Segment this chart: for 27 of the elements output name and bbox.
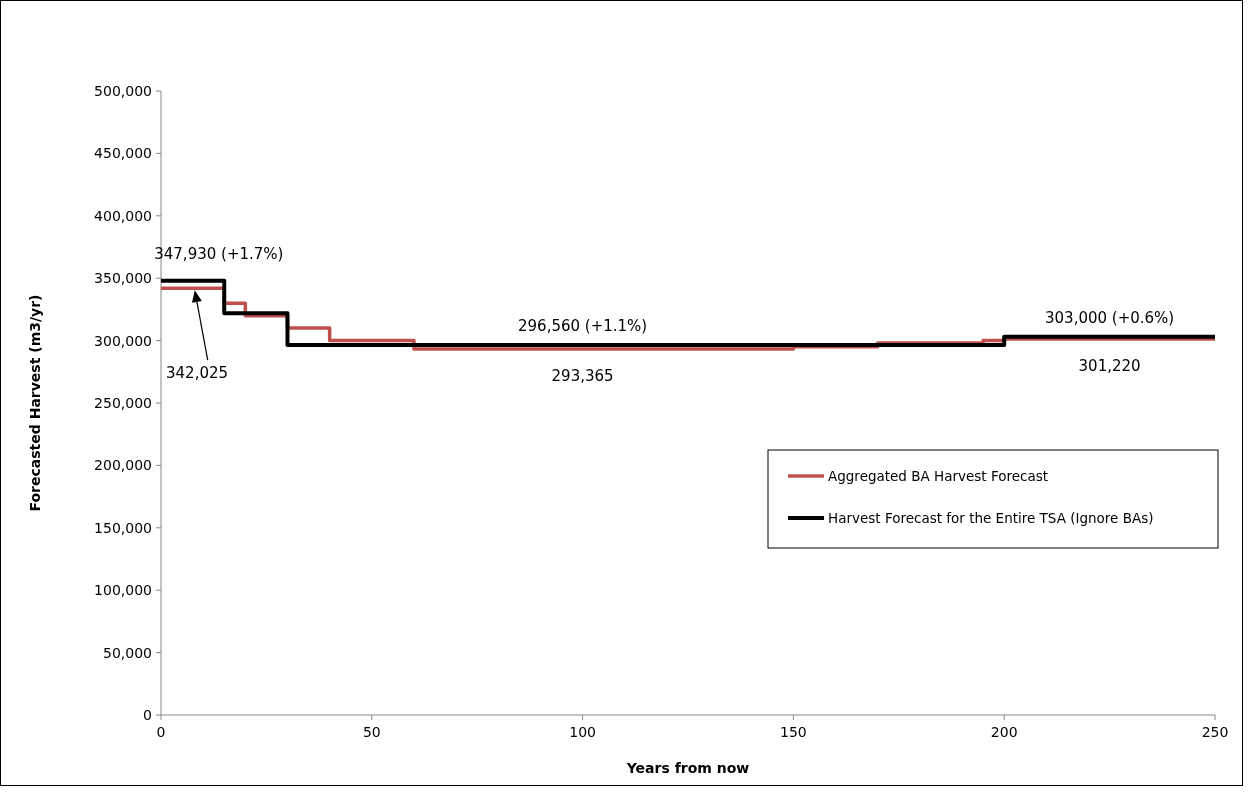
annotation: 301,220 [1078, 357, 1141, 376]
y-tick-label: 350,000 [94, 270, 152, 287]
annotation: 296,560 (+1.1%) [518, 316, 648, 335]
annotation: 342,025 [166, 364, 229, 383]
y-tick-label: 450,000 [94, 145, 152, 162]
x-tick-label: 0 [156, 724, 166, 740]
y-tick-label: 500,000 [94, 82, 152, 99]
y-axis-title: Forecasted Harvest (m3/yr) [27, 294, 43, 512]
y-tick-label: 250,000 [94, 394, 152, 411]
y-tick-label: 150,000 [94, 519, 152, 536]
annotation: 303,000 (+0.6%) [1045, 308, 1175, 327]
x-tick-label: 50 [362, 724, 381, 740]
x-tick-label: 150 [780, 724, 807, 740]
annotation: 347,930 (+1.7%) [154, 244, 284, 263]
y-tick-label: 200,000 [94, 457, 152, 474]
y-tick-label: 0 [143, 706, 152, 723]
x-tick-label: 100 [569, 724, 596, 740]
legend-label: Aggregated BA Harvest Forecast [828, 467, 1049, 484]
legend-label: Harvest Forecast for the Entire TSA (Ignore BAs) [828, 509, 1154, 526]
x-tick-label: 200 [990, 724, 1018, 740]
x-axis-title: Years from now [625, 760, 750, 776]
y-tick-label: 50,000 [103, 644, 152, 661]
y-tick-label: 300,000 [94, 332, 152, 349]
y-tick-label: 400,000 [94, 207, 152, 224]
x-tick-label: 250 [1201, 724, 1229, 740]
y-tick-label: 100,000 [94, 582, 152, 599]
annotation: 293,365 [551, 366, 614, 385]
